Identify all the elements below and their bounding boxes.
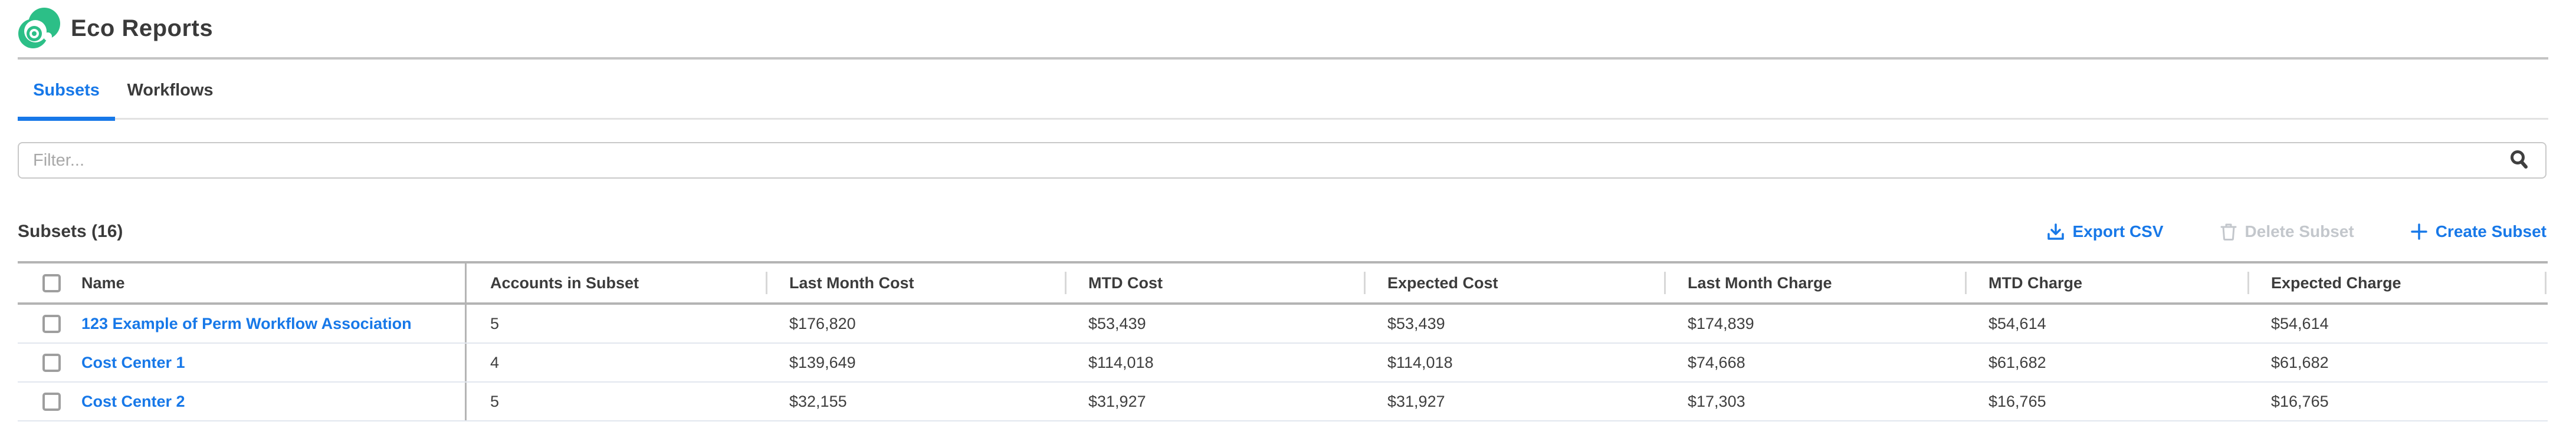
active-tab-indicator	[18, 117, 115, 121]
column-header-name: Name	[81, 274, 125, 292]
header-divider	[18, 57, 2548, 60]
column-header-last-month-cost: Last Month Cost	[766, 263, 1065, 302]
table-row: 123 Example of Perm Workflow Association…	[18, 305, 2548, 344]
row-checkbox-cell	[18, 344, 77, 381]
cell-last-month-charge: $174,839	[1688, 314, 1754, 332]
cell-mtd-charge: $16,765	[1988, 392, 2046, 410]
delete-subset-button[interactable]: Delete Subset	[2220, 222, 2354, 241]
cell-expected-cost: $31,927	[1387, 392, 1445, 410]
column-header-mtd-cost: MTD Cost	[1065, 263, 1364, 302]
cell-expected-charge: $54,614	[2271, 314, 2329, 332]
cell-name: 123 Example of Perm Workflow Association	[77, 305, 465, 342]
row-checkbox[interactable]	[42, 353, 61, 372]
row-checkbox-cell	[18, 305, 77, 342]
cell-last-month-cost: $176,820	[789, 314, 856, 332]
toolbar: Subsets (16) Export CSV Delete Subset	[18, 221, 2547, 242]
subset-name-link[interactable]: 123 Example of Perm Workflow Association	[81, 314, 412, 332]
cell-expected-cost: $114,018	[1387, 353, 1453, 371]
cell-mtd-cost: $53,439	[1088, 314, 1146, 332]
cell-expected-charge: $61,682	[2271, 353, 2329, 371]
column-header-accounts: Accounts in Subset	[465, 263, 766, 302]
table-body: 123 Example of Perm Workflow Association…	[18, 305, 2548, 421]
cell-accounts: 5	[465, 305, 766, 342]
cell-accounts: 4	[465, 344, 766, 381]
cell-name: Cost Center 2	[77, 383, 465, 420]
filter-bar	[18, 142, 2547, 179]
create-subset-button[interactable]: Create Subset	[2410, 222, 2547, 241]
trash-icon	[2220, 223, 2237, 240]
app-header: Eco Reports	[0, 0, 2576, 57]
cell-mtd-charge: $61,682	[1988, 353, 2046, 371]
subsets-table: Name Accounts in Subset Last Month Cost …	[18, 261, 2548, 421]
select-all-cell	[18, 263, 77, 302]
cell-last-month-charge: $17,303	[1688, 392, 1745, 410]
cell-accounts: 5	[465, 383, 766, 420]
delete-subset-label: Delete Subset	[2244, 222, 2354, 240]
subset-name-link[interactable]: Cost Center 2	[81, 392, 185, 410]
filter-input[interactable]	[18, 142, 2547, 179]
subset-name-link[interactable]: Cost Center 1	[81, 353, 185, 371]
cell-mtd-cost: $31,927	[1088, 392, 1146, 410]
cell-mtd-charge: $54,614	[1988, 314, 2046, 332]
cell-mtd-cost: $114,018	[1088, 353, 1154, 371]
app-logo	[18, 7, 60, 48]
row-checkbox[interactable]	[42, 392, 61, 411]
column-header-mtd-charge: MTD Charge	[1965, 263, 2247, 302]
cell-expected-cost: $53,439	[1387, 314, 1445, 332]
cell-expected-charge: $16,765	[2271, 392, 2329, 410]
table-row: Cost Center 2 5 $32,155 $31,927 $31,927 …	[18, 383, 2548, 421]
row-checkbox-cell	[18, 383, 77, 420]
column-header-expected-cost: Expected Cost	[1364, 263, 1664, 302]
create-subset-label: Create Subset	[2435, 222, 2547, 240]
tab-subsets[interactable]: Subsets	[33, 80, 100, 100]
download-icon	[2047, 223, 2064, 240]
export-csv-button[interactable]: Export CSV	[2046, 222, 2164, 241]
section-heading: Subsets (16)	[18, 222, 123, 241]
export-csv-label: Export CSV	[2072, 222, 2164, 240]
tab-workflows[interactable]: Workflows	[127, 80, 214, 100]
cell-last-month-cost: $139,649	[789, 353, 856, 371]
table-header-row: Name Accounts in Subset Last Month Cost …	[18, 261, 2548, 305]
search-icon	[2511, 150, 2528, 169]
column-header-last-month-charge: Last Month Charge	[1664, 263, 1965, 302]
table-row: Cost Center 1 4 $139,649 $114,018 $114,0…	[18, 344, 2548, 383]
cell-name: Cost Center 1	[77, 344, 465, 381]
page-title: Eco Reports	[71, 15, 214, 41]
plus-icon	[2410, 223, 2427, 240]
tab-bar: Subsets Workflows	[18, 60, 2548, 121]
column-header-expected-charge: Expected Charge	[2247, 263, 2547, 302]
actions: Export CSV Delete Subset Create Subset	[1990, 222, 2547, 241]
cell-last-month-charge: $74,668	[1688, 353, 1745, 371]
tab-divider	[18, 118, 2548, 120]
row-checkbox[interactable]	[42, 314, 61, 333]
cell-last-month-cost: $32,155	[789, 392, 847, 410]
select-all-checkbox[interactable]	[42, 274, 61, 292]
